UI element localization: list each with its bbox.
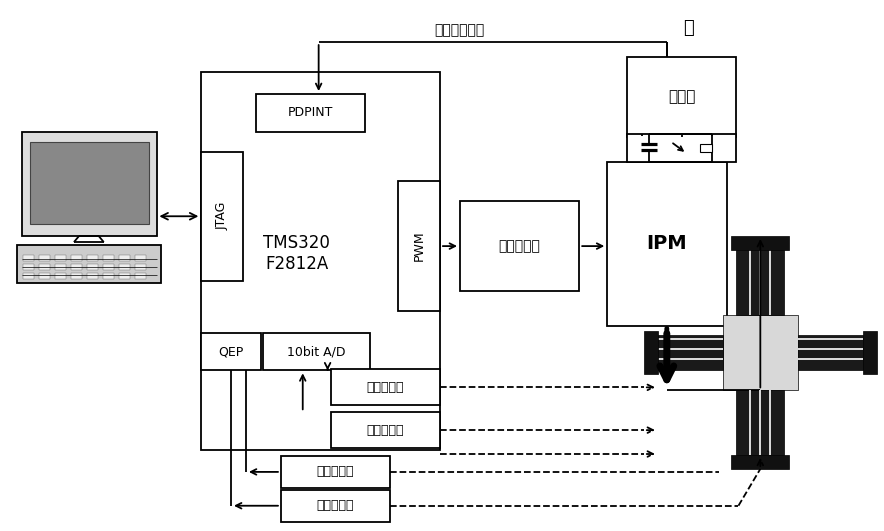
Text: PWM: PWM <box>413 231 425 261</box>
Bar <box>202 72 440 450</box>
Bar <box>22 132 156 236</box>
Bar <box>87 264 98 270</box>
Bar <box>731 455 789 469</box>
Bar <box>731 236 789 250</box>
Bar <box>71 255 82 261</box>
Text: 整流器: 整流器 <box>668 89 696 105</box>
Bar <box>55 264 66 270</box>
Bar <box>87 255 98 261</box>
Bar <box>71 264 82 270</box>
Bar <box>30 142 149 224</box>
Bar <box>134 264 146 270</box>
Text: ～: ～ <box>683 19 694 37</box>
Bar <box>281 456 390 488</box>
Bar <box>627 134 736 161</box>
Bar <box>460 201 579 291</box>
Bar <box>644 331 658 374</box>
Bar <box>722 315 798 390</box>
Bar <box>55 255 66 261</box>
Bar <box>863 331 877 374</box>
Bar <box>658 335 722 371</box>
Bar <box>331 370 440 405</box>
Bar <box>23 264 34 270</box>
Bar <box>103 273 114 279</box>
Text: 电流传感器: 电流传感器 <box>367 381 404 394</box>
Bar <box>202 151 243 281</box>
Bar <box>736 390 784 455</box>
Text: 电流传感器: 电流传感器 <box>367 424 404 436</box>
Bar <box>736 250 784 315</box>
Bar <box>699 144 712 151</box>
Bar <box>263 332 370 371</box>
Bar <box>627 57 736 136</box>
Bar <box>39 255 50 261</box>
Bar <box>118 264 130 270</box>
Bar <box>331 412 440 448</box>
Bar <box>281 490 390 521</box>
Bar <box>256 94 365 132</box>
Bar <box>134 255 146 261</box>
Bar <box>103 264 114 270</box>
Bar <box>87 273 98 279</box>
Bar <box>398 182 440 311</box>
Text: QEP: QEP <box>218 345 244 358</box>
Bar <box>103 255 114 261</box>
Bar <box>202 332 261 371</box>
Bar <box>71 273 82 279</box>
Bar <box>39 273 50 279</box>
Bar <box>23 273 34 279</box>
Text: IPM: IPM <box>646 234 687 253</box>
Text: JTAG: JTAG <box>216 202 229 230</box>
Bar <box>17 245 162 283</box>
Text: 故障保护信号: 故障保护信号 <box>435 23 485 37</box>
Bar <box>118 273 130 279</box>
Bar <box>798 335 863 371</box>
Text: 直线光栅尺: 直线光栅尺 <box>316 499 354 512</box>
Bar <box>118 255 130 261</box>
Bar <box>23 255 34 261</box>
Text: 光电耦合器: 光电耦合器 <box>499 239 540 253</box>
Text: PDPINT: PDPINT <box>288 106 333 119</box>
Bar <box>607 161 727 326</box>
Bar <box>39 264 50 270</box>
Text: TMS320
F2812A: TMS320 F2812A <box>263 234 331 273</box>
Bar <box>134 273 146 279</box>
Text: 直线光栅尺: 直线光栅尺 <box>316 465 354 478</box>
Text: 10bit A/D: 10bit A/D <box>287 345 346 358</box>
Bar <box>55 273 66 279</box>
